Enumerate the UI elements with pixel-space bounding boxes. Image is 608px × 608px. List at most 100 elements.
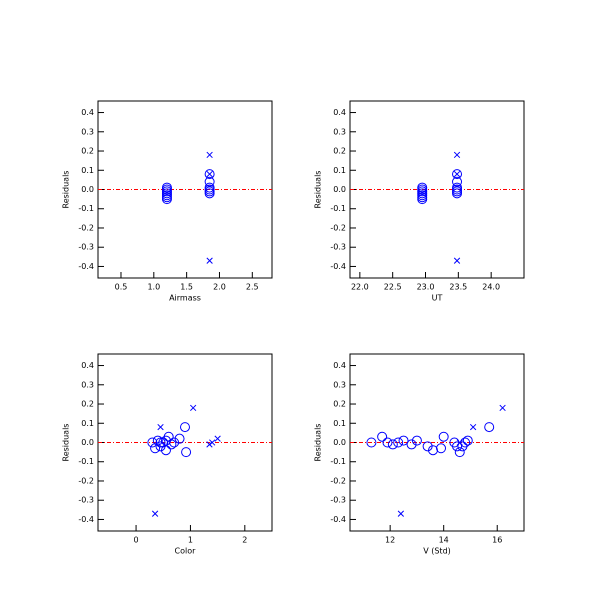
y-tick-label: 0.4 bbox=[333, 108, 346, 117]
y-axis-label: Residuals bbox=[314, 171, 323, 209]
y-tick-label: 0.0 bbox=[333, 438, 346, 447]
circle-point bbox=[454, 447, 465, 458]
y-axis-label: Residuals bbox=[62, 171, 71, 209]
x-axis-label: Airmass bbox=[169, 294, 201, 303]
y-tick-label: 0.2 bbox=[333, 400, 346, 409]
x-tick-label: 1.5 bbox=[180, 283, 193, 292]
y-tick-label: -0.4 bbox=[330, 262, 346, 271]
cross-point bbox=[157, 423, 164, 431]
x-tick-label: 1 bbox=[188, 536, 193, 545]
cross-point bbox=[214, 435, 221, 442]
circle-point bbox=[152, 435, 163, 446]
circle-point bbox=[204, 176, 215, 187]
circle-point bbox=[387, 439, 398, 450]
cross-point bbox=[151, 510, 159, 517]
y-tick-label: -0.3 bbox=[78, 243, 94, 252]
y-tick-label: 0.3 bbox=[333, 127, 346, 136]
y-tick-label: -0.2 bbox=[330, 476, 346, 485]
y-tick-label: 0.1 bbox=[333, 166, 346, 175]
y-tick-label: 0.0 bbox=[81, 185, 94, 194]
cross-point bbox=[469, 423, 477, 431]
circle-point bbox=[398, 435, 409, 446]
circle-point bbox=[422, 441, 433, 452]
cross-point bbox=[206, 441, 213, 448]
y-tick-label: -0.2 bbox=[78, 223, 94, 232]
cross-point bbox=[209, 439, 216, 446]
x-tick-label: 2 bbox=[242, 536, 247, 545]
y-tick-label: 0.2 bbox=[81, 400, 94, 409]
y-tick-label: 0.3 bbox=[81, 127, 94, 136]
x-tick-label: 0 bbox=[134, 536, 139, 545]
y-tick-label: -0.4 bbox=[78, 515, 94, 524]
x-tick-label: 16 bbox=[492, 536, 502, 545]
y-tick-label: -0.3 bbox=[78, 496, 94, 505]
circle-point bbox=[382, 437, 393, 448]
cross-point bbox=[453, 170, 461, 178]
y-tick-label: 0.3 bbox=[81, 380, 94, 389]
circle-point bbox=[366, 437, 377, 448]
y-tick-label: -0.3 bbox=[330, 243, 346, 252]
x-tick-label: 1.0 bbox=[147, 283, 160, 292]
circle-point bbox=[462, 435, 473, 446]
y-tick-label: 0.2 bbox=[333, 147, 346, 156]
circle-point bbox=[150, 443, 161, 454]
y-tick-label: -0.1 bbox=[330, 457, 346, 466]
x-tick-label: 2.5 bbox=[246, 283, 259, 292]
cross-point bbox=[206, 151, 213, 159]
y-tick-label: 0.1 bbox=[333, 419, 346, 428]
x-tick-label: 2.0 bbox=[213, 283, 226, 292]
circle-point bbox=[406, 439, 417, 450]
y-tick-label: -0.2 bbox=[330, 223, 346, 232]
y-tick-label: 0.1 bbox=[81, 166, 94, 175]
x-axis-label: UT bbox=[432, 294, 443, 303]
y-tick-label: -0.1 bbox=[78, 204, 94, 213]
y-tick-label: -0.1 bbox=[78, 457, 94, 466]
x-tick-label: 12 bbox=[385, 536, 395, 545]
circle-point bbox=[160, 435, 171, 446]
cross-point bbox=[499, 404, 506, 412]
circle-point bbox=[204, 188, 215, 199]
y-tick-label: -0.1 bbox=[330, 204, 346, 213]
cross-point bbox=[453, 257, 461, 264]
circle-point bbox=[436, 443, 447, 454]
circle-point bbox=[452, 188, 463, 199]
cross-point bbox=[206, 170, 213, 178]
x-axis-label: Color bbox=[175, 547, 197, 556]
x-axis-label: V (Std) bbox=[423, 547, 451, 556]
circle-point bbox=[174, 433, 185, 444]
y-axis-label: Residuals bbox=[62, 424, 71, 462]
y-tick-label: -0.4 bbox=[330, 515, 346, 524]
y-tick-label: 0.0 bbox=[333, 185, 346, 194]
x-tick-label: 23.5 bbox=[449, 283, 467, 292]
y-axis-label: Residuals bbox=[314, 424, 323, 462]
y-tick-label: 0.2 bbox=[81, 147, 94, 156]
y-tick-label: 0.1 bbox=[81, 419, 94, 428]
cross-point bbox=[456, 439, 463, 446]
circle-point bbox=[204, 169, 215, 180]
circle-point bbox=[452, 441, 463, 452]
y-tick-label: 0.3 bbox=[333, 380, 346, 389]
cross-point bbox=[453, 151, 461, 159]
x-tick-label: 24.0 bbox=[482, 283, 500, 292]
circle-point bbox=[411, 435, 422, 446]
circle-point bbox=[166, 439, 177, 450]
circle-point bbox=[158, 437, 169, 448]
circle-point bbox=[460, 437, 471, 448]
circle-point bbox=[377, 431, 388, 442]
circle-point bbox=[417, 192, 428, 203]
y-tick-label: 0.4 bbox=[81, 108, 94, 117]
cross-point bbox=[190, 404, 197, 412]
circle-point bbox=[155, 437, 166, 448]
x-tick-label: 22.0 bbox=[351, 283, 369, 292]
circle-point bbox=[452, 176, 463, 187]
circle-point bbox=[484, 422, 495, 433]
circle-point bbox=[160, 445, 171, 456]
y-tick-label: -0.3 bbox=[330, 496, 346, 505]
x-tick-label: 14 bbox=[439, 536, 449, 545]
y-tick-label: -0.4 bbox=[78, 262, 94, 271]
circle-point bbox=[180, 422, 190, 433]
x-tick-label: 0.5 bbox=[115, 283, 128, 292]
circle-point bbox=[147, 437, 158, 448]
cross-point bbox=[397, 510, 405, 517]
